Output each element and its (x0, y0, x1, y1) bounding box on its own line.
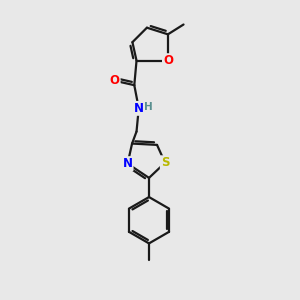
Text: H: H (144, 102, 153, 112)
Text: O: O (110, 74, 120, 87)
Text: S: S (161, 156, 169, 169)
Text: N: N (134, 102, 144, 115)
Text: O: O (163, 54, 173, 67)
Text: N: N (123, 157, 133, 170)
